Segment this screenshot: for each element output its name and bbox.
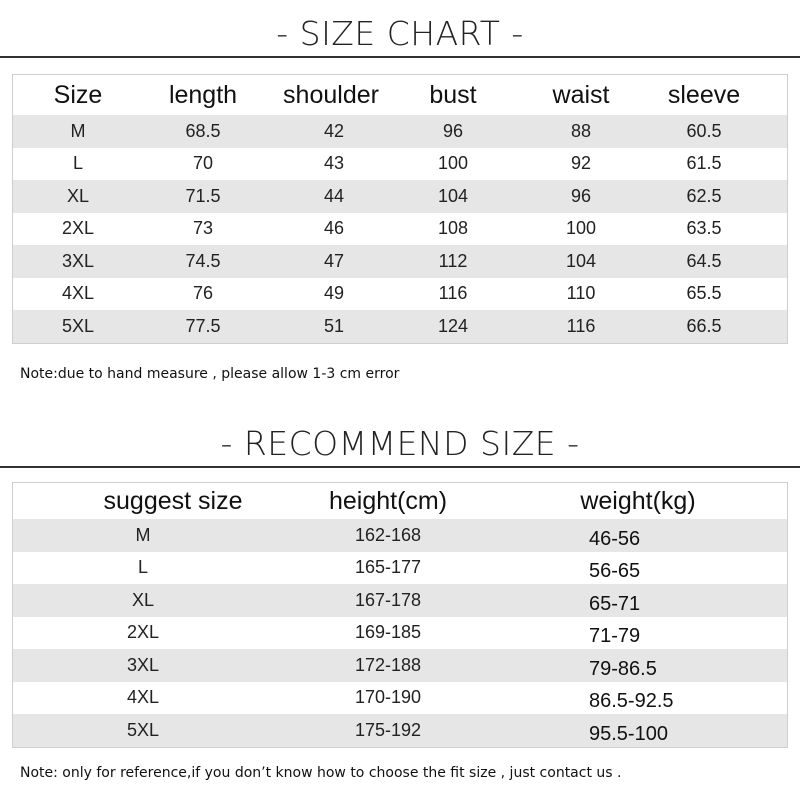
recommend-cell-suggest-size: 2XL: [126, 622, 160, 643]
size-chart-cell-shoulder: 43: [323, 153, 345, 174]
size-chart-cell-waist: 110: [566, 283, 596, 304]
size-chart-cell-bust: 112: [438, 250, 468, 271]
size-chart-cell-length: 74.5: [185, 250, 221, 271]
size-chart-row: L 70 43 100 92 61.5: [13, 147, 787, 180]
size-chart-cell-sleeve: 64.5: [686, 250, 722, 271]
recommend-cell-weight: 65-71: [589, 592, 641, 615]
size-chart-row: 5XL 77.5 51 124 116 66.5: [13, 310, 787, 343]
recommend-cell-suggest-size: 3XL: [126, 654, 160, 675]
size-chart-table: Size length shoulder bust waist sleeve M…: [12, 74, 788, 344]
size-chart-cell-sleeve: 65.5: [686, 283, 722, 304]
size-chart-cell-sleeve: 62.5: [686, 185, 722, 206]
header-shoulder: shoulder: [283, 80, 379, 109]
recommend-row: L 165-177 56-65: [13, 551, 787, 584]
header-height: height(cm): [328, 486, 448, 515]
size-chart-cell-shoulder: 47: [323, 250, 345, 271]
size-chart-cell-size: 2XL: [61, 218, 95, 239]
size-chart-cell-length: 73: [192, 218, 214, 239]
size-chart-cell-bust: 124: [437, 315, 469, 336]
recommend-table: suggest size height(cm) weight(kg) M 162-…: [12, 482, 788, 748]
size-chart-note: Note:due to hand measure , please allow …: [20, 366, 400, 382]
recommend-header-row: suggest size height(cm) weight(kg): [13, 483, 787, 519]
recommend-cell-weight: 95.5-100: [589, 722, 668, 745]
header-suggest-size: suggest size: [103, 486, 243, 515]
recommend-cell-suggest-size: M: [135, 524, 151, 545]
size-chart-cell-waist: 104: [565, 250, 597, 271]
header-bust: bust: [429, 80, 477, 109]
recommend-cell-height: 162-168: [354, 524, 422, 545]
recommend-cell-height: 172-188: [354, 654, 422, 675]
recommend-cell-height: 167-178: [354, 589, 422, 610]
size-chart-cell-waist: 96: [570, 185, 592, 206]
size-chart-cell-length: 71.5: [185, 185, 221, 206]
recommend-cell-weight: 86.5-92.5: [589, 690, 674, 713]
recommend-cell-height: 169-185: [354, 622, 422, 643]
size-chart-cell-sleeve: 63.5: [686, 218, 722, 239]
recommend-cell-suggest-size: XL: [131, 589, 155, 610]
header-size: Size: [53, 80, 103, 109]
size-chart-cell-waist: 116: [566, 315, 596, 336]
size-chart-cell-size: M: [70, 120, 86, 141]
size-chart-cell-shoulder: 51: [323, 315, 345, 336]
recommend-rule: [0, 466, 800, 468]
size-chart-cell-shoulder: 44: [323, 185, 345, 206]
size-chart-rule: [0, 56, 800, 58]
size-chart-row: XL 71.5 44 104 96 62.5: [13, 180, 787, 213]
size-chart-cell-size: 4XL: [61, 283, 95, 304]
recommend-cell-weight: 46-56: [589, 527, 641, 550]
size-chart-cell-length: 76: [192, 283, 214, 304]
recommend-cell-weight: 79-86.5: [589, 657, 657, 680]
header-length: length: [168, 80, 238, 109]
recommend-title: - RECOMMEND SIZE -: [220, 424, 580, 463]
recommend-row: 4XL 170-190 86.5-92.5: [13, 681, 787, 714]
size-chart-cell-bust: 116: [438, 283, 468, 304]
size-chart-cell-sleeve: 66.5: [686, 315, 722, 336]
size-chart-row: 3XL 74.5 47 112 104 64.5: [13, 245, 787, 278]
recommend-cell-suggest-size: 5XL: [126, 719, 160, 740]
recommend-cell-suggest-size: L: [137, 557, 148, 578]
recommend-row: 3XL 172-188 79-86.5: [13, 649, 787, 682]
size-chart-cell-shoulder: 49: [323, 283, 345, 304]
size-chart-cell-length: 77.5: [185, 315, 221, 336]
size-chart-cell-length: 68.5: [185, 120, 221, 141]
size-chart-cell-sleeve: 61.5: [686, 153, 722, 174]
recommend-cell-height: 175-192: [354, 719, 422, 740]
size-chart-row: M 68.5 42 96 88 60.5: [13, 115, 787, 148]
recommend-row: XL 167-178 65-71: [13, 584, 787, 617]
size-chart-cell-waist: 100: [565, 218, 597, 239]
size-chart-cell-bust: 100: [437, 153, 469, 174]
header-waist: waist: [552, 80, 610, 109]
size-chart-cell-waist: 88: [570, 120, 592, 141]
size-chart-cell-waist: 92: [570, 153, 592, 174]
size-chart-header-row: Size length shoulder bust waist sleeve: [13, 75, 787, 115]
size-chart-cell-bust: 108: [437, 218, 469, 239]
size-chart-cell-sleeve: 60.5: [686, 120, 722, 141]
recommend-row: M 162-168 46-56: [13, 519, 787, 552]
recommend-cell-weight: 56-65: [589, 560, 641, 583]
size-chart-cell-size: 3XL: [61, 250, 95, 271]
recommend-cell-height: 170-190: [354, 687, 422, 708]
size-chart-row: 2XL 73 46 108 100 63.5: [13, 212, 787, 245]
size-chart-title: - SIZE CHART -: [276, 14, 524, 53]
recommend-row: 2XL 169-185 71-79: [13, 616, 787, 649]
size-chart-cell-size: L: [72, 153, 83, 174]
size-chart-cell-bust: 104: [437, 185, 469, 206]
recommend-note: Note: only for reference,if you don’t kn…: [20, 765, 622, 781]
recommend-row: 5XL 175-192 95.5-100: [13, 714, 787, 747]
size-chart-cell-size: 5XL: [61, 315, 95, 336]
size-chart-cell-shoulder: 42: [323, 120, 345, 141]
header-weight: weight(kg): [580, 486, 696, 515]
recommend-cell-suggest-size: 4XL: [126, 687, 160, 708]
recommend-cell-height: 165-177: [354, 557, 422, 578]
size-chart-cell-bust: 96: [442, 120, 464, 141]
size-chart-cell-length: 70: [192, 153, 214, 174]
size-chart-cell-size: XL: [66, 185, 90, 206]
size-chart-cell-shoulder: 46: [323, 218, 345, 239]
header-sleeve: sleeve: [667, 80, 741, 109]
size-chart-row: 4XL 76 49 116 110 65.5: [13, 277, 787, 310]
recommend-cell-weight: 71-79: [589, 625, 641, 648]
